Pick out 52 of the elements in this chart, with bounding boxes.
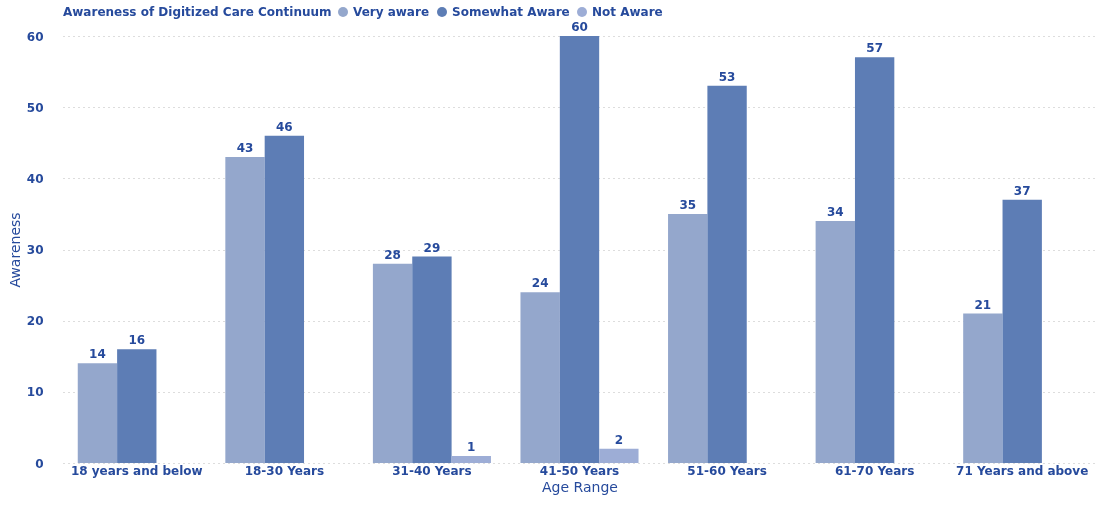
x-axis-title: Age Range bbox=[542, 478, 618, 495]
data-label: 34 bbox=[826, 205, 844, 220]
legend-label: Somewhat Aware bbox=[452, 5, 570, 19]
bar bbox=[451, 455, 491, 463]
legend-title: Awareness of Digitized Care Continuum bbox=[63, 5, 332, 19]
x-tick-label: 31-40 Years bbox=[392, 463, 472, 478]
bar bbox=[815, 221, 855, 463]
bar bbox=[854, 57, 895, 463]
data-label: 28 bbox=[384, 247, 401, 262]
bar bbox=[963, 313, 1003, 463]
y-tick-label: 10 bbox=[26, 385, 44, 400]
y-tick-label: 0 bbox=[35, 456, 44, 471]
bar bbox=[225, 156, 265, 463]
bar bbox=[520, 292, 560, 463]
bar bbox=[117, 349, 157, 463]
bar bbox=[707, 85, 747, 463]
data-label: 53 bbox=[718, 69, 736, 84]
bar bbox=[1002, 199, 1042, 463]
y-axis-title: Awareness bbox=[6, 212, 23, 288]
bar bbox=[559, 36, 600, 463]
y-tick-label: 30 bbox=[26, 243, 44, 257]
bar bbox=[77, 363, 118, 463]
x-tick-label: 71 Years and above bbox=[956, 463, 1089, 478]
data-label: 43 bbox=[236, 140, 254, 155]
y-tick-label: 40 bbox=[26, 171, 44, 186]
data-label: 16 bbox=[128, 333, 146, 348]
data-label: 21 bbox=[974, 297, 992, 312]
data-label: 24 bbox=[531, 276, 549, 291]
bar bbox=[412, 256, 452, 463]
x-tick-label: 51-60 Years bbox=[687, 463, 767, 478]
y-tick-label: 20 bbox=[26, 314, 44, 329]
legend-label: Very aware bbox=[353, 5, 430, 19]
y-tick-label: 50 bbox=[26, 100, 44, 115]
legend-label: Not Aware bbox=[592, 5, 663, 19]
data-label: 60 bbox=[571, 20, 588, 34]
bar bbox=[264, 135, 305, 463]
data-label: 46 bbox=[276, 119, 293, 134]
x-tick-label: 41-50 Years bbox=[539, 463, 620, 478]
data-label: 35 bbox=[679, 197, 697, 212]
bar bbox=[372, 263, 413, 463]
y-tick-label: 60 bbox=[26, 29, 44, 44]
x-tick-label: 18 years and below bbox=[70, 463, 203, 478]
data-label: 2 bbox=[614, 432, 624, 447]
data-label: 29 bbox=[423, 240, 441, 255]
bar bbox=[599, 448, 639, 463]
data-label: 14 bbox=[89, 347, 106, 362]
x-tick-label: 61-70 Years bbox=[834, 463, 915, 478]
data-label: 1 bbox=[467, 439, 476, 454]
data-label: 37 bbox=[1013, 183, 1031, 198]
bar bbox=[668, 213, 708, 463]
data-label: 57 bbox=[866, 41, 883, 56]
x-tick-label: 18-30 Years bbox=[244, 463, 325, 478]
